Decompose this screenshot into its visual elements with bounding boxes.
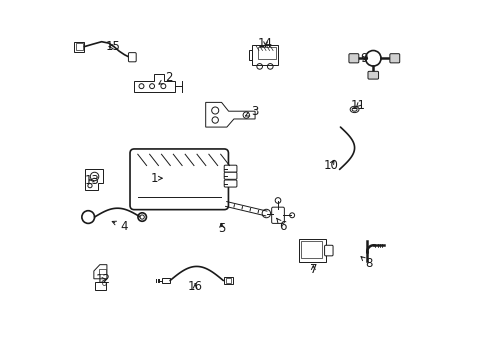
Text: 5: 5 <box>218 222 225 235</box>
Text: 15: 15 <box>105 40 121 53</box>
Text: 7: 7 <box>309 264 316 276</box>
FancyBboxPatch shape <box>224 172 236 179</box>
Bar <box>76 44 82 50</box>
FancyBboxPatch shape <box>324 245 332 256</box>
Text: 1: 1 <box>150 172 162 185</box>
FancyBboxPatch shape <box>271 207 284 224</box>
Text: 6: 6 <box>276 218 286 233</box>
Text: 12: 12 <box>96 273 111 286</box>
Bar <box>248 50 251 60</box>
Bar <box>224 277 233 284</box>
Text: 4: 4 <box>112 220 127 233</box>
FancyBboxPatch shape <box>224 165 236 172</box>
FancyBboxPatch shape <box>130 149 228 210</box>
FancyBboxPatch shape <box>367 71 378 79</box>
Bar <box>301 242 321 258</box>
Bar <box>95 282 105 290</box>
Text: 14: 14 <box>258 37 273 50</box>
Bar <box>99 269 105 274</box>
FancyBboxPatch shape <box>389 54 399 63</box>
Bar <box>162 278 170 283</box>
Text: 16: 16 <box>187 280 202 293</box>
Circle shape <box>140 215 144 219</box>
Text: 10: 10 <box>323 159 338 172</box>
Text: 13: 13 <box>84 174 100 186</box>
Text: 3: 3 <box>245 105 258 118</box>
FancyBboxPatch shape <box>128 53 136 62</box>
Text: 11: 11 <box>350 99 365 112</box>
Text: 9: 9 <box>360 52 367 65</box>
Bar <box>74 42 84 51</box>
Bar <box>257 47 275 59</box>
Bar <box>225 278 231 283</box>
Text: 2: 2 <box>159 71 172 84</box>
Bar <box>299 239 325 262</box>
Bar <box>251 45 278 65</box>
FancyBboxPatch shape <box>348 54 358 63</box>
Text: 8: 8 <box>360 257 371 270</box>
FancyBboxPatch shape <box>224 180 236 187</box>
